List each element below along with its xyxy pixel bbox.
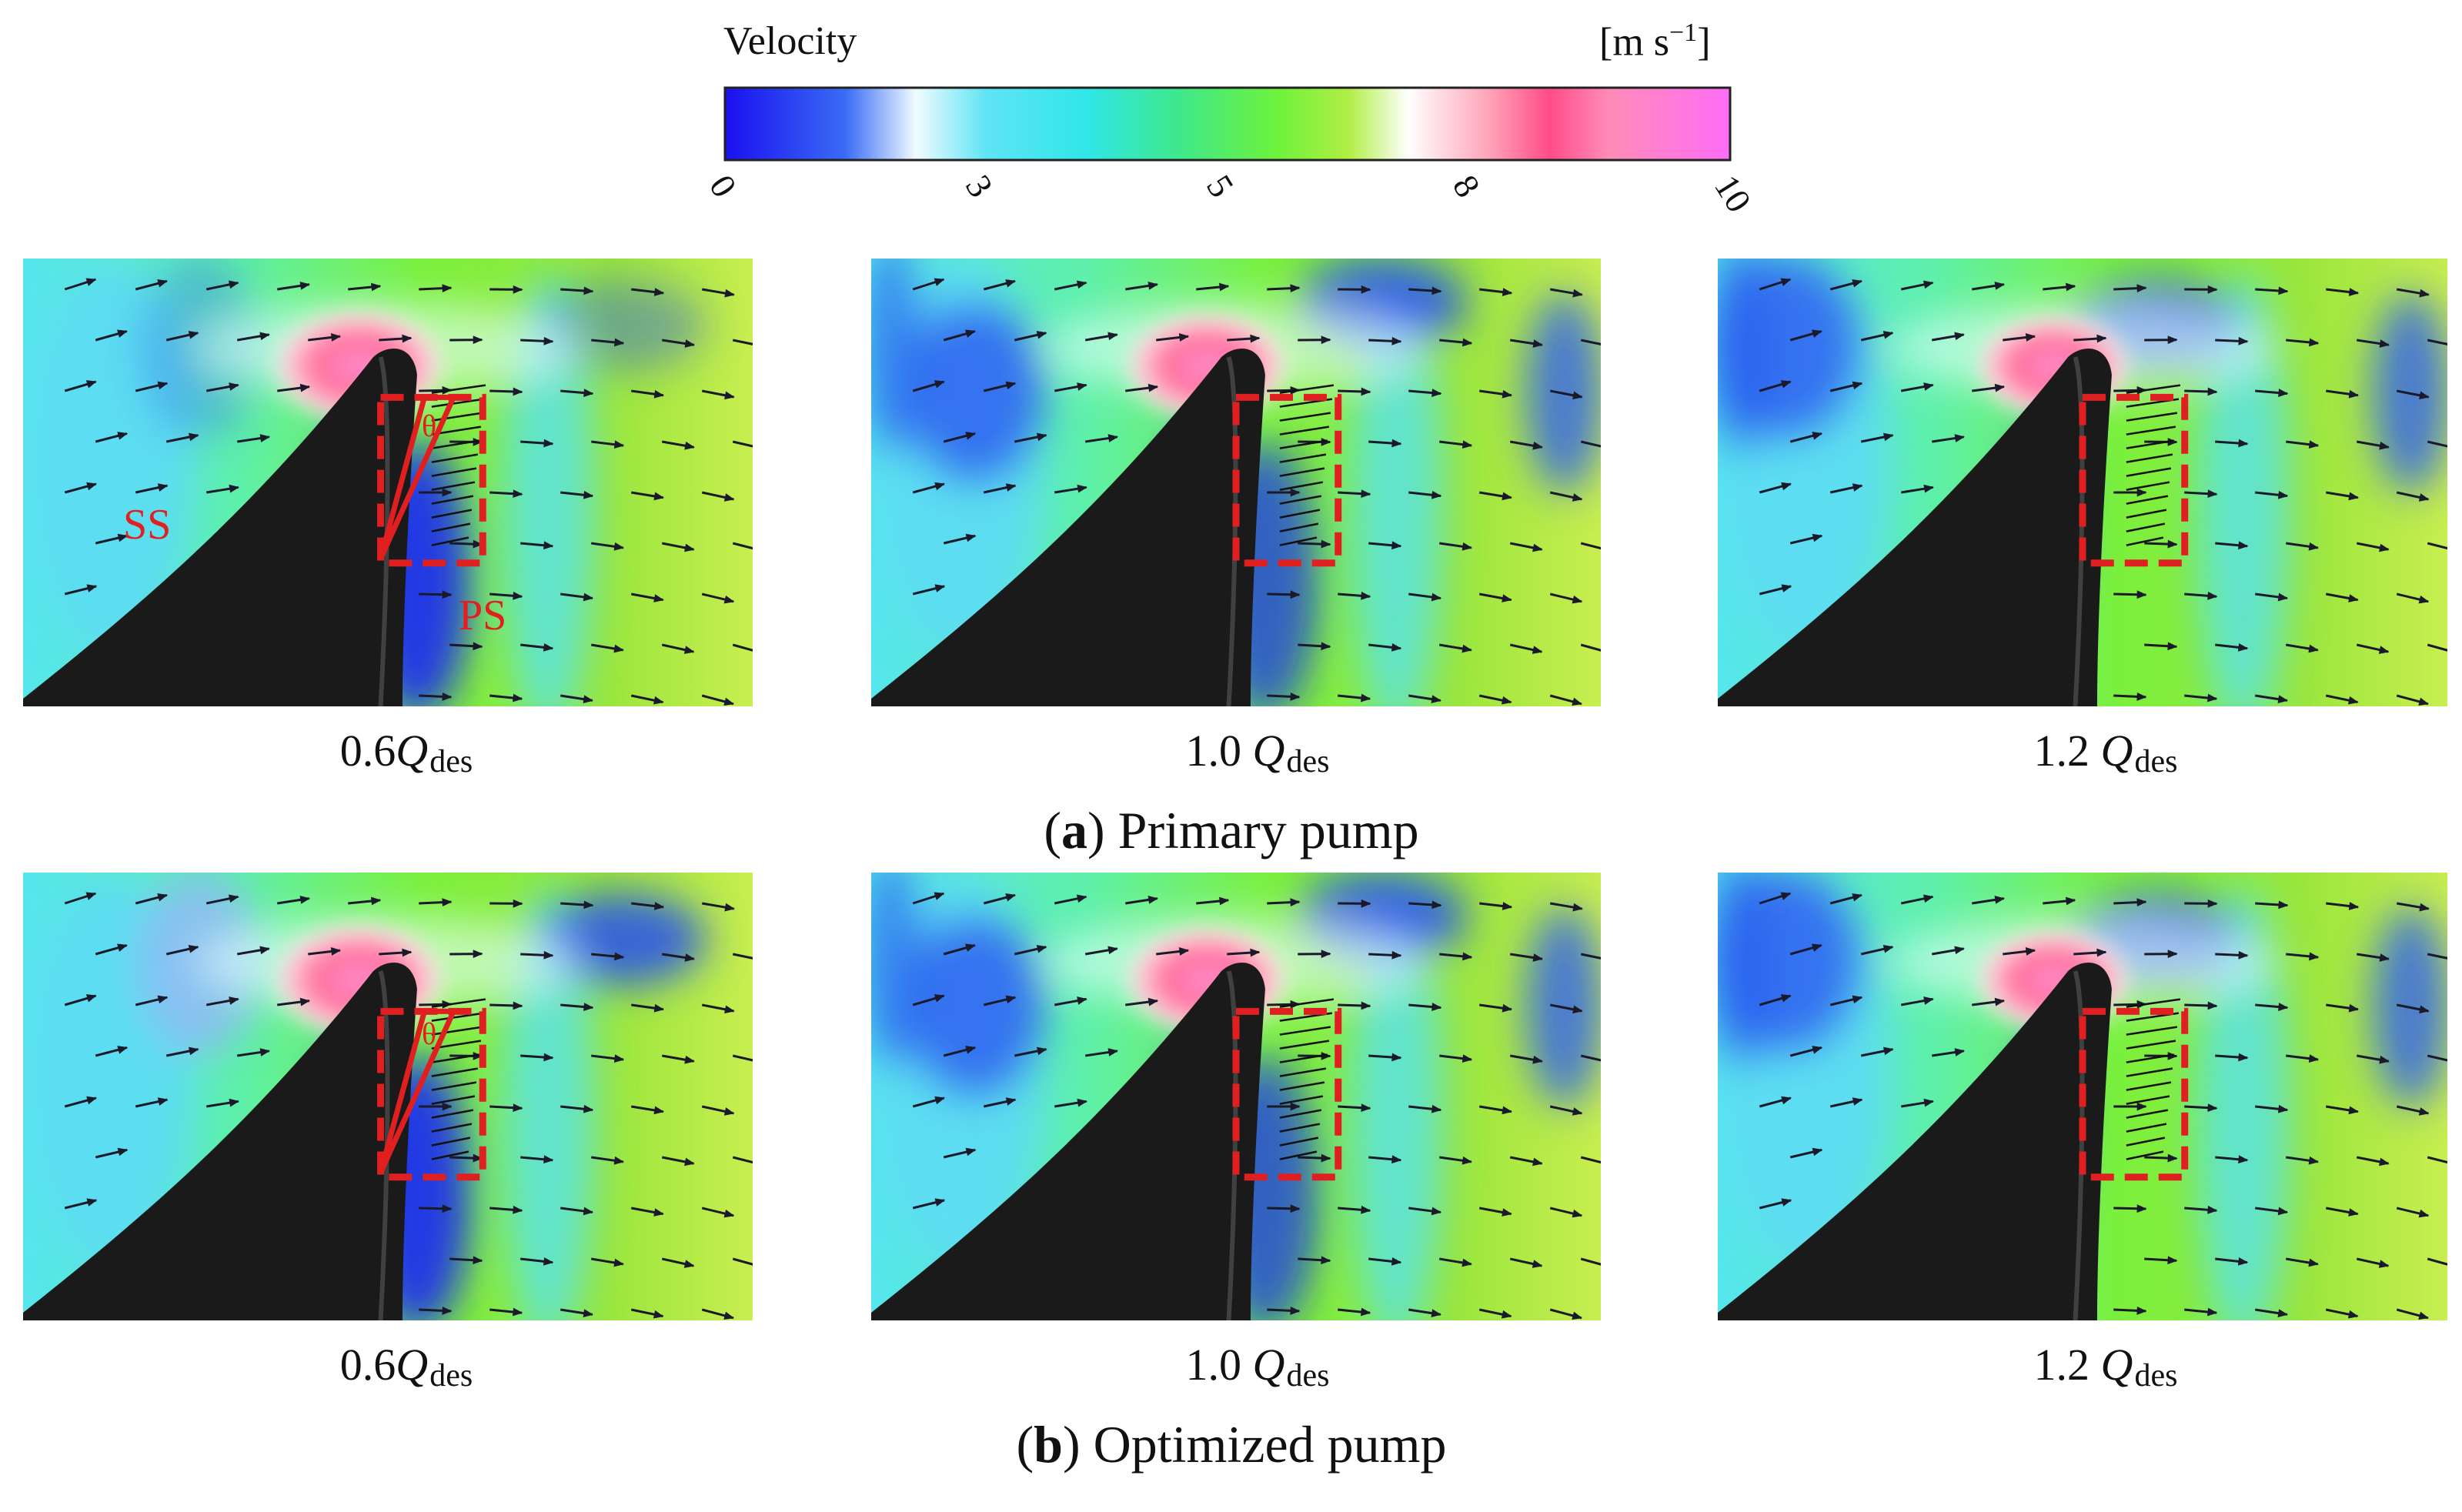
flow-value: 0.6 (339, 726, 396, 776)
colorbar-tick-label: 10 (1706, 168, 1759, 219)
highlight-box (2079, 393, 2189, 567)
annotation-ps: PS (459, 592, 507, 639)
row-caption: (b) Optimized pump (1016, 1415, 1447, 1474)
row-caption: (a) Primary pump (1044, 801, 1419, 859)
flow-symbol: Q (2100, 1340, 2133, 1390)
velocity-contour-optimized-1 (871, 873, 1601, 1320)
annotation-ss: SS (123, 501, 172, 549)
blade-shape (1718, 962, 2112, 1320)
caption-letter: a (1061, 801, 1088, 859)
flow-value: 1.2 (2033, 726, 2101, 776)
flow-value: 1.2 (2033, 1340, 2101, 1390)
blade-shape (23, 348, 417, 706)
angle-triangle (378, 394, 458, 560)
flow-subscript: des (2134, 1358, 2178, 1394)
panel-flow-label: 0.6Qdes (291, 1339, 522, 1394)
velocity-vectors (912, 892, 1601, 1320)
highlight-box (2079, 1007, 2189, 1181)
colorbar-tick-label: 8 (1445, 168, 1488, 205)
colorbar-tick-label: 5 (1199, 168, 1242, 205)
annotation-theta: θ (422, 409, 437, 443)
velocity-vectors (64, 892, 753, 1320)
flow-value: 1.0 (1185, 726, 1253, 776)
flow-symbol: Q (2100, 726, 2133, 776)
flow-symbol: Q (396, 726, 429, 776)
panel-flow-label: 1.2 Qdes (1990, 1339, 2221, 1394)
velocity-contour-primary-2 (1718, 259, 2447, 706)
colorbar-tick-label: 3 (957, 168, 1001, 205)
flow-subscript: des (429, 744, 473, 779)
angle-triangle (378, 1008, 458, 1174)
velocity-vectors (64, 278, 753, 706)
highlight-box (1232, 393, 1342, 567)
caption-letter: b (1034, 1415, 1063, 1474)
colorbar-unit: [m s−1] (1599, 18, 1711, 65)
panel-flow-label: 1.0 Qdes (1142, 1339, 1373, 1394)
blade-shape (23, 962, 417, 1320)
flow-value: 0.6 (339, 1340, 396, 1390)
flow-subscript: des (1286, 1358, 1330, 1394)
flow-symbol: Q (1252, 1340, 1285, 1390)
flow-symbol: Q (396, 1340, 429, 1390)
velocity-vectors (1759, 892, 2447, 1320)
caption-text: Primary pump (1117, 801, 1419, 859)
panel-flow-label: 1.0 Qdes (1142, 725, 1373, 779)
colorbar-title: Velocity (723, 19, 857, 63)
blade-shape (871, 962, 1265, 1320)
flow-subscript: des (1286, 744, 1330, 779)
velocity-vectors (912, 278, 1601, 706)
panel-flow-label: 1.2 Qdes (1990, 725, 2221, 779)
colorbar (723, 86, 1732, 162)
velocity-vectors (1759, 278, 2447, 706)
blade-shape (1718, 348, 2112, 706)
caption-text: Optimized pump (1093, 1415, 1447, 1474)
blade-shape (871, 348, 1265, 706)
velocity-contour-primary-1 (871, 259, 1601, 706)
flow-subscript: des (429, 1358, 473, 1394)
flow-symbol: Q (1252, 726, 1285, 776)
annotation-theta: θ (422, 1016, 437, 1051)
colorbar-tick-label: 0 (701, 168, 745, 205)
flow-subscript: des (2134, 744, 2178, 779)
velocity-contour-optimized-0 (23, 873, 753, 1320)
highlight-box (1232, 1007, 1342, 1181)
velocity-contour-primary-0 (23, 259, 753, 706)
panel-flow-label: 0.6Qdes (291, 725, 522, 779)
flow-value: 1.0 (1185, 1340, 1253, 1390)
velocity-contour-optimized-2 (1718, 873, 2447, 1320)
